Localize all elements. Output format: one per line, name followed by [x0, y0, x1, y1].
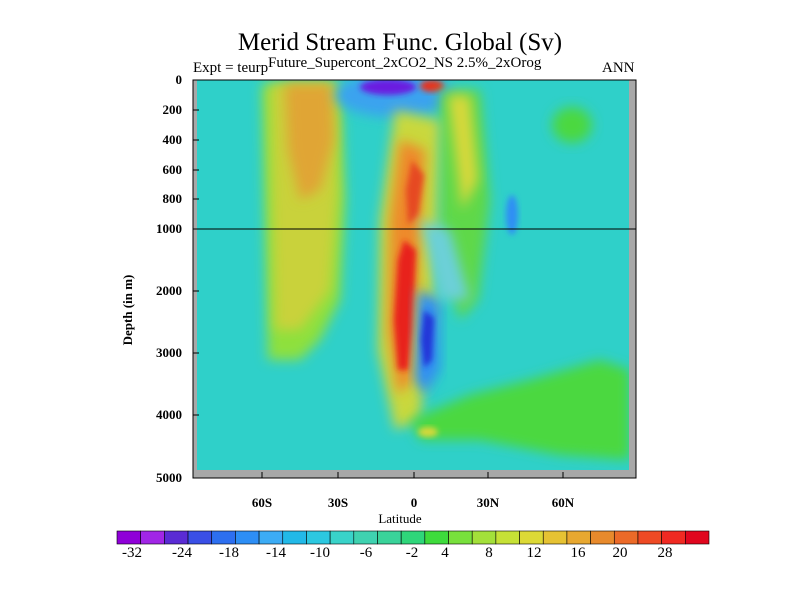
experiment-name: Future_Supercont_2xCO2_NS 2.5%_2xOrog [268, 55, 542, 71]
colorbar [116, 530, 710, 545]
colorbar-swatch [164, 530, 189, 545]
colorbar-tick-label: 8 [485, 545, 493, 561]
right-land-mask [629, 80, 636, 470]
experiment-label: Expt = teurp [193, 60, 269, 76]
equatorial-positive-core [394, 240, 416, 370]
equatorial-upper-core [406, 160, 424, 225]
colorbar-swatch [187, 530, 213, 545]
colorbar-tick-label: 28 [657, 545, 673, 561]
left-land-mask [193, 80, 197, 470]
y-axis-label: Depth (in m) [120, 274, 135, 346]
colorbar-swatch [590, 530, 615, 545]
season-label: ANN [602, 60, 635, 76]
mid-blue-streak [420, 220, 470, 300]
colorbar-tick-label: 12 [526, 545, 542, 561]
deep-yellow-spot [418, 427, 438, 437]
colorbar-swatch [424, 530, 449, 545]
north-blue-spot [506, 195, 518, 235]
surface-negative-cell [360, 80, 416, 95]
colorbar-tick-label: -2 [405, 545, 419, 561]
colorbar-tick-label: -6 [359, 545, 373, 561]
colorbar-swatch [542, 530, 568, 545]
x-tick-label: 60S [251, 495, 273, 510]
colorbar-swatch [471, 530, 497, 545]
north-yellow-tongue [448, 95, 478, 210]
colorbar-tick-label: 20 [612, 545, 628, 561]
y-tick-label: 2000 [156, 283, 182, 298]
x-axis-label: Latitude [378, 511, 422, 526]
surface-positive-spot [420, 80, 444, 92]
colorbar-swatch [329, 530, 355, 545]
colorbar-tick-label: -14 [266, 545, 286, 561]
y-tick-label: 1000 [156, 221, 182, 236]
x-tick-label: 60N [551, 495, 575, 510]
colorbar-swatch [116, 530, 141, 545]
y-tick-label: 3000 [156, 345, 182, 360]
colorbar-swatch [685, 530, 710, 545]
y-tick-label: 200 [162, 102, 183, 117]
colorbar-tick-label: -32 [122, 545, 142, 561]
southern-cell-core [285, 84, 334, 200]
chart-title: Merid Stream Func. Global (Sv) [237, 29, 563, 56]
colorbar-swatch [306, 530, 331, 545]
x-tick-label: 30N [476, 495, 500, 510]
y-tick-label: 800 [162, 191, 183, 206]
colorbar-tick-label: -18 [219, 545, 239, 561]
colorbar-tick-label: -24 [172, 545, 192, 561]
colorbar-swatch [400, 530, 426, 545]
north-shallow-green [552, 107, 592, 143]
colorbar-tick-label: 4 [441, 545, 449, 561]
colorbar-swatch [448, 530, 473, 545]
y-tick-label: 0 [175, 72, 183, 87]
colorbar-swatch [140, 530, 165, 545]
colorbar-swatch [377, 530, 402, 545]
colorbar-swatch [661, 530, 686, 545]
y-tick-label: 5000 [156, 470, 182, 485]
y-tick-label: 4000 [156, 407, 182, 422]
equatorial-negative-core [421, 310, 434, 368]
colorbar-tick-label: -10 [310, 545, 330, 561]
colorbar-swatch [211, 530, 236, 545]
colorbar-swatch [637, 530, 662, 545]
x-tick-marks [261, 472, 564, 478]
colorbar-swatch [613, 530, 639, 545]
colorbar-tick-label: 16 [570, 545, 586, 561]
y-tick-label: 400 [162, 132, 183, 147]
y-tick-marks [193, 79, 199, 479]
colorbar-swatch [353, 530, 378, 545]
y-tick-label: 600 [162, 162, 183, 177]
colorbar-swatch [282, 530, 307, 545]
contour-fields [262, 80, 630, 460]
x-tick-label: 0 [410, 495, 418, 510]
colorbar-swatch [495, 530, 520, 545]
colorbar-swatch [258, 530, 284, 545]
northern-green-deep [410, 360, 630, 460]
colorbar-swatch [519, 530, 544, 545]
colorbar-swatch [566, 530, 591, 545]
colorbar-swatch [235, 530, 260, 545]
x-tick-label: 30S [327, 495, 349, 510]
